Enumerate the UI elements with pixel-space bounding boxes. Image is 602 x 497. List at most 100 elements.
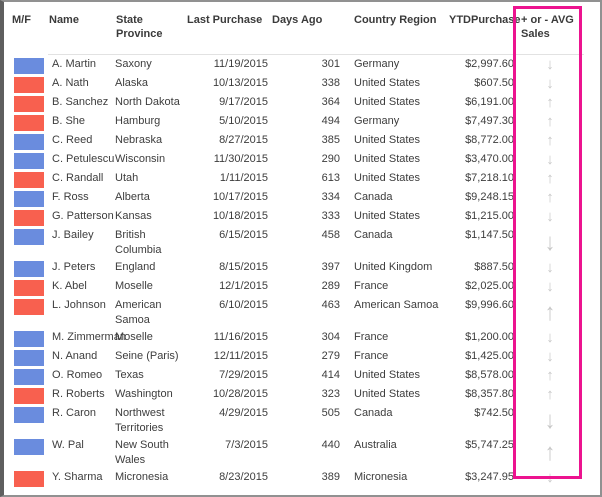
days-cell[interactable]: 414 — [321, 368, 340, 381]
state-cell[interactable]: Hamburg — [115, 114, 161, 127]
name-cell[interactable]: A. Nath — [52, 76, 89, 89]
state-cell[interactable]: British Columbia — [115, 228, 162, 256]
name-cell[interactable]: J. Bailey — [52, 228, 94, 241]
state-cell[interactable]: Alberta — [115, 190, 150, 203]
gender-cell[interactable] — [4, 55, 48, 74]
country-cell[interactable]: Canada — [354, 228, 393, 241]
last-cell[interactable]: 6/15/2015 — [219, 228, 268, 241]
state-cell[interactable]: Saxony — [115, 58, 152, 70]
gender-cell[interactable] — [4, 385, 48, 404]
days-cell[interactable]: 440 — [321, 438, 340, 451]
days-cell[interactable]: 364 — [321, 95, 340, 108]
days-cell[interactable]: 338 — [321, 76, 340, 89]
ytd-cell[interactable]: $1,425.00 — [465, 349, 514, 362]
name-cell[interactable]: A. Martin — [52, 58, 97, 70]
country-cell[interactable]: Germany — [354, 58, 400, 70]
ytd-cell[interactable]: $3,470.00 — [465, 152, 514, 165]
state-cell[interactable]: England — [115, 260, 156, 273]
state-cell[interactable]: Nebraska — [115, 133, 163, 146]
gender-cell[interactable] — [4, 347, 48, 366]
last-cell[interactable]: 10/17/2015 — [212, 190, 268, 203]
gender-cell[interactable] — [4, 468, 48, 487]
state-cell[interactable]: Seine (Paris) — [115, 349, 179, 362]
ytd-cell[interactable]: $887.50 — [474, 260, 514, 273]
last-cell[interactable]: 4/29/2015 — [219, 406, 268, 419]
state-cell[interactable]: Utah — [115, 171, 139, 184]
country-cell[interactable]: France — [354, 349, 389, 362]
name-cell[interactable]: G. Patterson — [52, 209, 114, 222]
last-cell[interactable]: 9/17/2015 — [219, 95, 268, 108]
country-cell[interactable]: American Samoa — [354, 298, 439, 311]
name-cell[interactable]: C. Reed — [52, 133, 93, 146]
country-cell[interactable]: France — [354, 330, 389, 343]
days-cell[interactable]: 279 — [321, 349, 340, 362]
name-cell[interactable]: B. She — [52, 114, 86, 127]
ytd-cell[interactable]: $742.50 — [474, 406, 514, 419]
gender-cell[interactable] — [4, 74, 48, 93]
last-cell[interactable]: 8/15/2015 — [219, 260, 268, 273]
name-cell[interactable]: C. Petulescu — [52, 152, 115, 165]
days-cell[interactable]: 289 — [321, 279, 340, 292]
state-cell[interactable]: North Dakota — [115, 95, 180, 108]
ytd-cell[interactable]: $2,997.60 — [465, 58, 514, 70]
country-cell[interactable]: United Kingdom — [354, 260, 433, 273]
gender-cell[interactable] — [4, 277, 48, 296]
gender-cell[interactable] — [4, 93, 48, 112]
ytd-cell[interactable]: $9,248.15 — [465, 190, 514, 203]
column-header-name[interactable]: Name — [48, 7, 115, 55]
last-cell[interactable]: 10/18/2015 — [212, 209, 268, 222]
ytd-cell[interactable]: $7,218.10 — [465, 171, 514, 184]
name-cell[interactable]: F. Ross — [52, 190, 89, 203]
gender-cell[interactable] — [4, 150, 48, 169]
days-cell[interactable]: 290 — [321, 152, 340, 165]
country-cell[interactable]: Canada — [354, 190, 393, 203]
gender-cell[interactable] — [4, 226, 48, 258]
ytd-cell[interactable]: $7,497.30 — [465, 114, 514, 127]
gender-cell[interactable] — [4, 328, 48, 347]
ytd-cell[interactable]: $8,772.00 — [465, 133, 514, 146]
name-cell[interactable]: M. Zimmerman — [52, 330, 126, 343]
state-cell[interactable]: American Samoa — [115, 298, 162, 326]
name-cell[interactable]: R. Roberts — [52, 387, 105, 400]
ytd-cell[interactable]: $9,996.60 — [465, 298, 514, 311]
country-cell[interactable]: Australia — [354, 438, 397, 451]
gender-cell[interactable] — [4, 188, 48, 207]
state-cell[interactable]: Micronesia — [115, 470, 169, 483]
column-header-last[interactable]: Last Purchase — [185, 7, 270, 55]
last-cell[interactable]: 11/30/2015 — [213, 152, 268, 165]
name-cell[interactable]: K. Abel — [52, 279, 87, 292]
ytd-cell[interactable]: $607.50 — [474, 76, 514, 89]
days-cell[interactable]: 333 — [321, 209, 340, 222]
state-cell[interactable]: Texas — [115, 368, 144, 381]
country-cell[interactable]: United States — [354, 368, 421, 381]
gender-cell[interactable] — [4, 296, 48, 328]
gender-cell[interactable] — [4, 207, 48, 226]
last-cell[interactable]: 7/29/2015 — [219, 368, 268, 381]
last-cell[interactable]: 6/10/2015 — [219, 298, 268, 311]
gender-cell[interactable] — [4, 131, 48, 150]
ytd-cell[interactable]: $6,191.00 — [465, 95, 514, 108]
name-cell[interactable]: B. Sanchez — [52, 95, 109, 108]
state-cell[interactable]: Moselle — [115, 279, 153, 292]
column-header-mf[interactable]: M/F — [12, 14, 31, 26]
state-cell[interactable]: Alaska — [115, 76, 149, 89]
country-cell[interactable]: United States — [354, 133, 421, 146]
ytd-cell[interactable]: $1,215.00 — [465, 209, 514, 222]
gender-cell[interactable] — [4, 169, 48, 188]
gender-cell[interactable] — [4, 112, 48, 131]
name-cell[interactable]: L. Johnson — [52, 298, 106, 311]
last-cell[interactable]: 11/16/2015 — [213, 330, 268, 343]
country-cell[interactable]: United States — [354, 171, 421, 184]
days-cell[interactable]: 301 — [321, 58, 340, 70]
name-cell[interactable]: O. Romeo — [52, 368, 103, 381]
days-cell[interactable]: 323 — [321, 387, 340, 400]
ytd-cell[interactable]: $1,200.00 — [465, 330, 514, 343]
days-cell[interactable]: 463 — [321, 298, 340, 311]
column-header-country[interactable]: Country Region — [348, 7, 448, 55]
gender-cell[interactable] — [4, 404, 48, 436]
last-cell[interactable]: 7/3/2015 — [225, 438, 268, 451]
name-cell[interactable]: W. Pal — [52, 438, 84, 451]
gender-cell[interactable] — [4, 258, 48, 277]
ytd-cell[interactable]: $8,357.80 — [465, 387, 514, 400]
name-cell[interactable]: N. Anand — [52, 349, 98, 362]
